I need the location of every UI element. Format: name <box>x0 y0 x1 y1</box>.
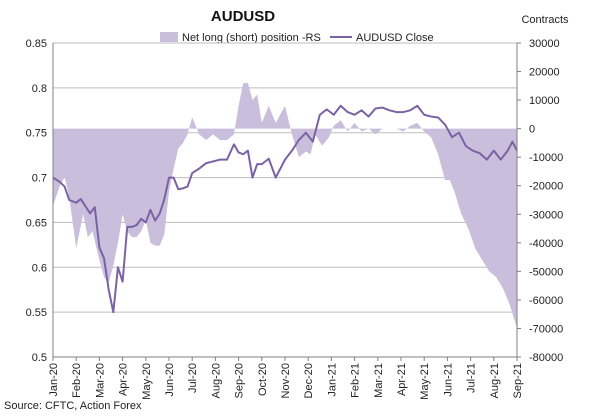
x-tick-label: Jul-21 <box>466 363 478 393</box>
x-tick-label: Sep-21 <box>512 363 524 398</box>
left-tick-label: 0.75 <box>26 128 47 140</box>
left-tick-label: 0.7 <box>32 173 47 185</box>
right-axis-ticks: -80000 -70000 -60000 -50000 -40000 -30000 -200… <box>517 38 563 364</box>
x-tick-label: May-20 <box>141 363 153 400</box>
x-tick-label: Feb-21 <box>350 363 362 398</box>
x-tick-label: Apr-21 <box>396 363 408 396</box>
line-series <box>52 104 518 314</box>
left-tick-label: 0.55 <box>26 307 47 319</box>
x-tick-label: Jan-21 <box>326 363 338 397</box>
legend-label-area: Net long (short) position -RS <box>182 32 321 44</box>
right-tick-label: -20000 <box>529 181 563 193</box>
right-tick-label: 20000 <box>529 67 560 79</box>
x-tick-label: Jul-20 <box>187 363 199 393</box>
x-tick-label: Apr-20 <box>118 363 130 396</box>
right-axis-title: Contracts <box>521 14 569 26</box>
chart-title: AUDUSD <box>211 8 275 25</box>
x-tick-label: Jun-20 <box>164 363 176 397</box>
left-axis-ticks: 0.5 0.55 0.6 0.65 0.7 0.75 0.8 0.85 <box>26 38 47 364</box>
left-tick-label: 0.6 <box>32 262 47 274</box>
x-tick-label: Jun-21 <box>442 363 454 397</box>
line-series-path <box>52 104 518 314</box>
x-tick-label: May-21 <box>419 363 431 400</box>
right-tick-label: 30000 <box>529 38 560 50</box>
legend-swatch-area <box>160 32 178 42</box>
left-tick-label: 0.5 <box>32 352 47 364</box>
left-tick-label: 0.85 <box>26 38 47 50</box>
x-tick-label: Aug-20 <box>210 363 222 398</box>
left-tick-label: 0.8 <box>32 83 47 95</box>
x-tick-label: Jan-20 <box>48 363 60 397</box>
right-tick-label: 10000 <box>529 95 560 107</box>
x-tick-label: Sep-20 <box>234 363 246 398</box>
area-series-shape <box>53 82 517 329</box>
x-tick-label: Nov-20 <box>280 363 292 398</box>
right-tick-label: -70000 <box>529 323 563 335</box>
area-series <box>53 82 517 329</box>
x-axis-ticks: Jan-20 Feb-20 Mar-20 Apr-20 May-20 Jun-20 Jul-… <box>48 357 524 400</box>
right-tick-label: 0 <box>529 124 535 136</box>
x-tick-label: Oct-20 <box>257 363 269 396</box>
x-tick-label: Aug-21 <box>489 363 501 398</box>
x-tick-label: Mar-21 <box>373 363 385 398</box>
right-tick-label: -80000 <box>529 352 563 364</box>
legend-label-line: AUDUSD Close <box>356 32 434 44</box>
right-tick-label: -10000 <box>529 152 563 164</box>
right-tick-label: -50000 <box>529 266 563 278</box>
source-note: Source: CFTC, Action Forex <box>4 400 142 412</box>
legend: Net long (short) position -RS AUDUSD Clo… <box>160 32 434 44</box>
right-tick-label: -30000 <box>529 209 563 221</box>
x-tick-label: Feb-20 <box>71 363 83 398</box>
x-tick-label: Dec-20 <box>303 363 315 398</box>
right-tick-label: -60000 <box>529 295 563 307</box>
right-tick-label: -40000 <box>529 238 563 250</box>
x-tick-label: Mar-20 <box>94 363 106 398</box>
left-tick-label: 0.65 <box>26 217 47 229</box>
